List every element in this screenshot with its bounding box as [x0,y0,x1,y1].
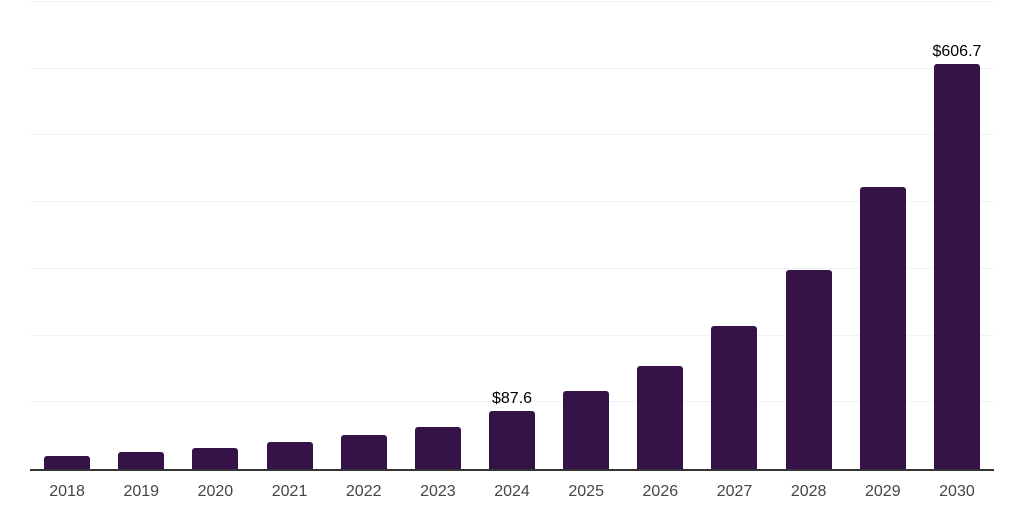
bar-slot-2026 [623,2,697,469]
x-axis-labels: 2018 2019 2020 2021 2022 2023 2024 2025 2026 2027… [30,484,994,500]
x-tick-2018: 2018 [49,483,85,500]
bars-row: $87.6 $606.7 [30,2,994,469]
x-tick-2021: 2021 [271,483,308,500]
bar-2021 [266,442,313,469]
x-tick-2022: 2022 [345,483,382,500]
bar-2030: $606.7 [932,44,981,469]
bar-2029 [859,187,906,469]
gridline-700 [30,1,994,2]
bar-slot-2025 [549,2,623,469]
bar-slot-2019 [104,2,178,469]
x-tick-2027: 2027 [716,483,753,500]
bar-2027 [711,326,758,469]
gridline-200 [30,334,994,336]
bar-2026 [637,366,684,469]
bar-2022 [340,434,387,469]
bar-slot-2021 [252,2,326,469]
gridline-500 [30,134,994,136]
gridline-100 [30,401,994,403]
x-tick-2026: 2026 [642,483,679,500]
x-tick-2030: 2030 [939,483,975,500]
x-tick-2028: 2028 [790,483,827,500]
bar-slot-2022 [327,2,401,469]
gridline-400 [30,201,994,203]
data-label-2024: $87.6 [491,389,533,407]
bar-slot-2018 [30,2,104,469]
bar-slot-2023 [401,2,475,469]
x-tick-2029: 2029 [865,483,901,500]
bar-slot-2028 [772,2,846,469]
plot-area: $87.6 $606.7 [30,1,994,471]
x-tick-2020: 2020 [197,483,234,500]
bar-2024: $87.6 [489,390,536,469]
bar-slot-2020 [178,2,252,469]
x-tick-2025: 2025 [568,483,604,500]
bar-slot-2029 [846,2,920,469]
gridline-300 [30,267,994,269]
bar-slot-2024: $87.6 [475,2,549,469]
bar-slot-2027 [697,2,771,469]
bar-slot-2030: $606.7 [920,2,994,469]
bar-2028 [785,269,832,469]
bar-2018 [44,455,91,469]
bar-2023 [414,426,461,469]
data-label-2030: $606.7 [932,43,982,61]
x-tick-2024: 2024 [494,483,530,500]
x-tick-2019: 2019 [123,483,160,500]
x-tick-2023: 2023 [420,483,456,500]
bar-2020 [192,448,239,469]
bar-2025 [563,390,610,469]
bar-2019 [118,452,165,469]
gridline-600 [30,67,994,69]
